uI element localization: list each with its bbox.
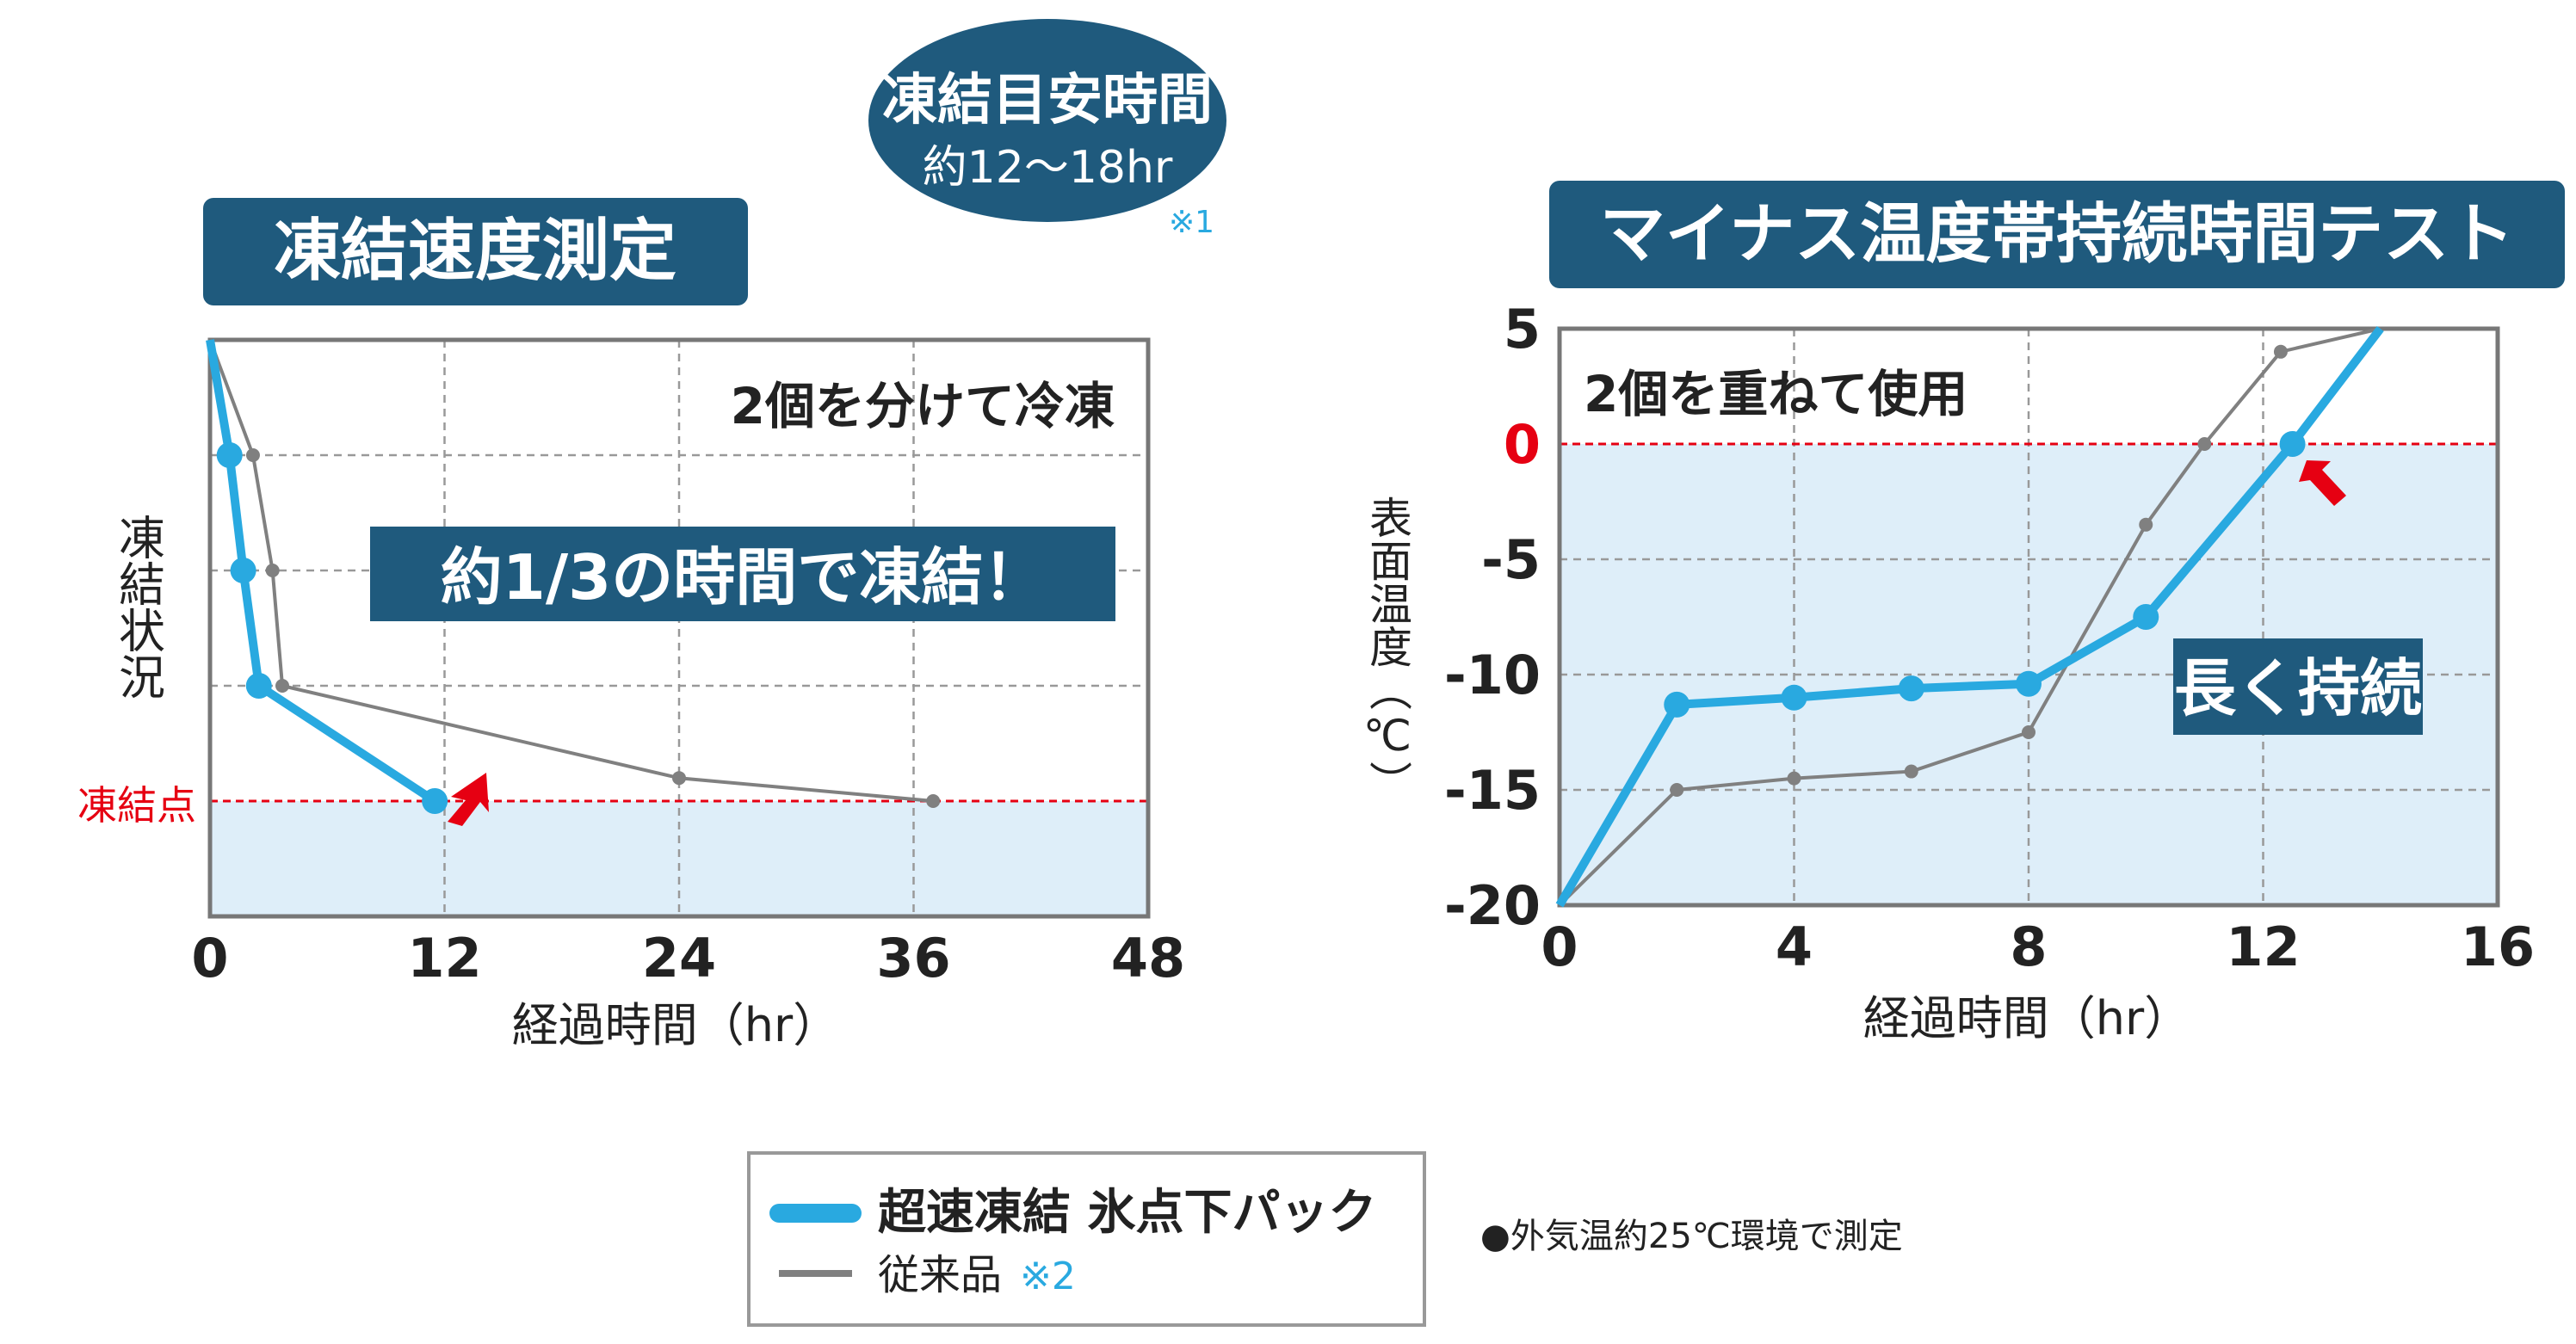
right-y-axis-label: 表面温度（℃） — [1362, 496, 1412, 804]
x-tick-label: 0 — [191, 927, 228, 990]
series-line-conventional — [208, 339, 934, 803]
data-point-new-pack — [216, 442, 243, 468]
legend-box — [747, 1151, 1426, 1327]
data-point-new-pack — [422, 788, 448, 814]
left-callout-box — [370, 527, 1115, 621]
freeze-point-label: 凍結点 — [77, 782, 196, 829]
right-annotation: 2個を重ねて使用 — [1584, 365, 1968, 423]
data-point-new-pack — [2279, 431, 2306, 457]
y-tick-label: 5 — [1504, 298, 1541, 361]
right-title: マイナス温度帯持続時間テスト — [1600, 195, 2514, 272]
data-point-conventional — [1787, 771, 1801, 786]
plot-frame — [1557, 326, 2500, 908]
freeze-speed-chart: 0 12 24 36 48 — [191, 337, 1185, 990]
x-tick-label: 24 — [642, 927, 716, 990]
data-point-conventional — [245, 448, 260, 462]
right-callout: 長く持続 — [2174, 652, 2422, 724]
below-reference-fill — [210, 801, 1148, 916]
data-point-new-pack — [1664, 691, 1690, 718]
data-point-conventional — [2197, 437, 2212, 451]
measurement-note: ●外気温約25℃環境で測定 — [1480, 1217, 1903, 1256]
left-title: 凍結速度測定 — [274, 213, 676, 290]
x-tick-label: 12 — [2226, 916, 2300, 978]
y-tick-label: -15 — [1444, 759, 1541, 822]
x-tick-label: 48 — [1111, 927, 1185, 990]
data-point-new-pack — [230, 558, 256, 583]
right-red-arrow — [2299, 460, 2346, 506]
y-tick-label: -20 — [1444, 874, 1541, 937]
data-point-conventional — [2273, 344, 2288, 359]
data-point-conventional — [265, 564, 280, 577]
data-point-conventional — [1670, 783, 1684, 797]
legend-note-2: ※2 — [1020, 1255, 1076, 1298]
y-tick-label: -5 — [1481, 528, 1541, 591]
left-red-arrow — [448, 773, 489, 826]
left-y-axis-label: 凍結状況 — [111, 514, 165, 700]
x-tick-label: 0 — [1541, 916, 1578, 978]
data-point-new-pack — [2133, 604, 2159, 630]
bubble-subtitle: 約12〜18hr — [923, 142, 1173, 194]
x-tick-label: 16 — [2461, 916, 2535, 978]
data-point-conventional — [275, 679, 290, 693]
x-tick-label: 8 — [2010, 916, 2047, 978]
data-point-conventional — [926, 794, 941, 808]
legend-label-2: 従来品 — [878, 1251, 1002, 1299]
right-callout-box — [2173, 638, 2423, 735]
y-tick-label: 0 — [1504, 413, 1541, 476]
y-tick-label: -10 — [1444, 644, 1541, 706]
freeze-time-bubble — [868, 19, 1226, 222]
left-annotation: 2個を分けて冷凍 — [731, 377, 1115, 435]
x-tick-label: 4 — [1776, 916, 1813, 978]
left-x-axis-label: 経過時間（hr） — [512, 998, 839, 1052]
bubble-title: 凍結目安時間 — [882, 69, 1213, 133]
data-point-conventional — [1904, 764, 1918, 779]
data-point-new-pack — [1898, 675, 1924, 702]
x-tick-label: 36 — [876, 927, 950, 990]
right-title-box — [1549, 181, 2565, 288]
footnote-mark-1: ※1 — [1169, 205, 1214, 240]
data-point-new-pack — [2016, 670, 2042, 697]
legend-label-1: 超速凍結 氷点下パック — [878, 1185, 1377, 1241]
data-point-conventional — [672, 771, 686, 786]
data-point-new-pack — [245, 673, 272, 699]
left-callout: 約1/3の時間で凍結！ — [441, 541, 1046, 613]
plot-frame — [207, 337, 1151, 919]
x-tick-label: 12 — [407, 927, 481, 990]
data-point-new-pack — [1781, 684, 1807, 711]
data-point-conventional — [2022, 725, 2035, 739]
left-title-box — [203, 198, 748, 305]
right-x-axis-label: 経過時間（hr） — [1863, 991, 2190, 1045]
data-point-conventional — [2139, 517, 2153, 532]
series-line-new-pack — [1555, 325, 2384, 908]
